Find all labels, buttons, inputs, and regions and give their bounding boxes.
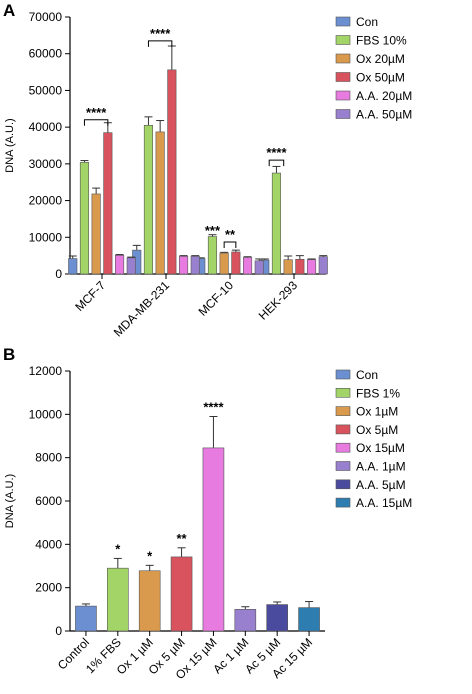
y-tick-label: 0 bbox=[55, 624, 62, 638]
bar bbox=[107, 567, 129, 632]
significance-bracket bbox=[83, 119, 109, 126]
legend-label: Ox 20µM bbox=[356, 52, 405, 66]
y-tick-label: 30000 bbox=[29, 157, 63, 171]
legend-label: FBS 1% bbox=[356, 386, 400, 400]
bar bbox=[295, 259, 305, 275]
legend-swatch bbox=[335, 387, 351, 398]
bar bbox=[138, 570, 161, 632]
legend-swatch bbox=[335, 90, 351, 101]
significance-label: ** bbox=[177, 531, 188, 546]
panel-b-label: B bbox=[3, 345, 15, 364]
legend-swatch bbox=[335, 497, 351, 508]
legend-swatch bbox=[335, 461, 351, 471]
y-tick-label: 6000 bbox=[35, 494, 62, 508]
legend-swatch bbox=[335, 479, 351, 490]
bar bbox=[219, 252, 229, 275]
legend-swatch bbox=[335, 442, 351, 453]
significance-bracket bbox=[223, 241, 237, 249]
significance-label: * bbox=[115, 541, 121, 556]
bar bbox=[143, 125, 153, 275]
y-tick-label: 10000 bbox=[29, 407, 63, 421]
panel-a-chart: 0 10000 20000 30000 40000 50000 60000 70000 DNA … bbox=[4, 10, 412, 340]
bar bbox=[68, 258, 78, 275]
significance-label: * bbox=[147, 548, 153, 563]
y-tick-label: 60000 bbox=[29, 47, 63, 61]
bar bbox=[155, 131, 165, 275]
y-tick-label: 40000 bbox=[29, 120, 63, 134]
bar bbox=[207, 236, 217, 275]
legend-swatch bbox=[335, 35, 351, 45]
legend-label: Con bbox=[356, 15, 378, 29]
bar bbox=[243, 257, 253, 275]
y-axis-title: DNA (A.U.) bbox=[4, 118, 16, 172]
bar bbox=[167, 69, 177, 275]
bar bbox=[190, 256, 200, 275]
bar bbox=[306, 259, 317, 275]
significance-label: ** bbox=[225, 227, 236, 242]
legend-label: A.A. 5µM bbox=[356, 478, 406, 492]
y-tick-label: 12000 bbox=[29, 364, 63, 378]
y-tick-label: 20000 bbox=[29, 194, 63, 208]
legend-label: FBS 10% bbox=[356, 34, 407, 48]
bar bbox=[298, 607, 320, 632]
y-tick-label: 4000 bbox=[35, 537, 62, 551]
legend-swatch bbox=[335, 109, 351, 119]
bar bbox=[231, 251, 241, 275]
x-category-label: MDA-MB-231 bbox=[111, 278, 173, 340]
significance-label: **** bbox=[203, 400, 224, 415]
significance-label: *** bbox=[205, 223, 221, 238]
bar bbox=[126, 257, 136, 275]
panel-b-chart: 0 2000 4000 6000 8000 10000 12000 DNA (A.U.) Con… bbox=[4, 364, 412, 682]
bar bbox=[179, 256, 189, 275]
legend-label: A.A. 50µM bbox=[356, 108, 412, 122]
y-tick-label: 10000 bbox=[29, 230, 63, 244]
y-tick-label: 8000 bbox=[35, 451, 62, 465]
bar bbox=[75, 605, 97, 632]
legend-label: Ox 50µM bbox=[356, 71, 405, 85]
bar bbox=[115, 254, 125, 275]
legend-label: A.A. 20µM bbox=[356, 89, 412, 103]
legend-label: Con bbox=[356, 368, 378, 382]
x-category-label: HEK-293 bbox=[256, 278, 301, 323]
legend-label: Ox 5µM bbox=[356, 423, 398, 437]
significance-label: **** bbox=[150, 26, 171, 41]
x-category-label: MCF-7 bbox=[72, 278, 108, 314]
legend-label: Ox 1µM bbox=[356, 405, 398, 419]
bar bbox=[254, 260, 264, 275]
legend-label: Ox 15µM bbox=[356, 441, 405, 455]
legend-swatch bbox=[335, 369, 351, 380]
legend-label: A.A. 1µM bbox=[356, 460, 406, 474]
y-tick-label: 0 bbox=[55, 267, 62, 281]
bar bbox=[91, 193, 101, 275]
significance-label: **** bbox=[266, 145, 287, 160]
bar bbox=[283, 259, 293, 275]
y-axis-title: DNA (A.U.) bbox=[4, 474, 16, 528]
legend-swatch bbox=[335, 424, 351, 435]
legend-swatch bbox=[335, 406, 351, 416]
bar bbox=[103, 132, 113, 275]
significance-bracket bbox=[268, 159, 285, 167]
legend-swatch bbox=[335, 72, 351, 82]
bar bbox=[170, 556, 193, 632]
legend-label: A.A. 15µM bbox=[356, 496, 412, 510]
legend-swatch bbox=[335, 53, 351, 64]
significance-bracket bbox=[147, 40, 173, 47]
y-tick-label: 50000 bbox=[29, 83, 63, 97]
bar bbox=[318, 256, 328, 275]
panel-a-label: A bbox=[3, 1, 15, 20]
bar bbox=[234, 609, 257, 632]
y-tick-label: 70000 bbox=[29, 10, 63, 24]
bar bbox=[271, 172, 282, 275]
y-tick-label: 2000 bbox=[35, 581, 62, 595]
legend-swatch bbox=[335, 16, 351, 27]
bar bbox=[79, 162, 89, 275]
x-category-label: MCF-10 bbox=[196, 278, 237, 319]
bar bbox=[202, 447, 225, 632]
bar bbox=[266, 604, 288, 632]
significance-label: **** bbox=[86, 105, 107, 120]
